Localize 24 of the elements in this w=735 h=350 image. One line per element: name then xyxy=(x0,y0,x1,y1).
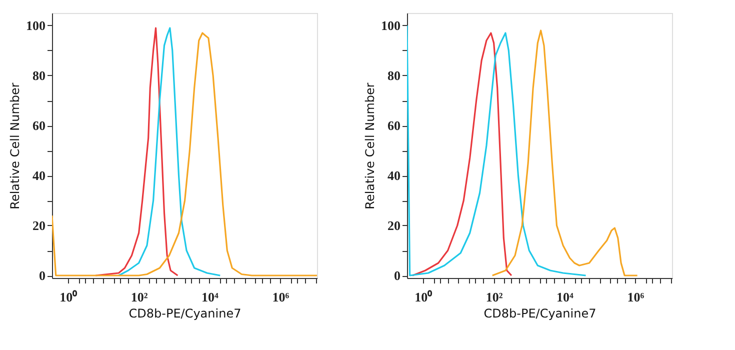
y-tick-label: 20 xyxy=(388,218,400,233)
y-tick-label: 60 xyxy=(32,118,46,133)
y-tick-label: 60 xyxy=(388,118,400,133)
y-tick-label: 40 xyxy=(388,168,400,183)
y-tick-label: 100 xyxy=(26,18,46,33)
y-axis-title: Relative Cell Number xyxy=(363,82,377,210)
x-tick-label: 10² xyxy=(486,290,503,304)
y-axis-title: Relative Cell Number xyxy=(8,82,22,210)
x-tick-label: 10⁶ xyxy=(627,290,644,304)
x-tick-label: 10⁴ xyxy=(202,290,219,304)
y-tick-label: 80 xyxy=(388,68,400,83)
y-tick-label: 80 xyxy=(32,68,46,83)
x-tick-label: 10⁰ xyxy=(60,290,78,304)
x-axis-title: CD8b-PE/Cyanine7 xyxy=(128,306,242,320)
x-tick-label: 10⁰ xyxy=(414,290,433,304)
x-tick-label: 10⁶ xyxy=(272,290,290,304)
x-tick-label: 10⁴ xyxy=(556,290,574,304)
x-axis-title: CD8b-PE/Cyanine7 xyxy=(484,306,596,320)
y-tick-label: 40 xyxy=(32,168,46,183)
y-tick-label: 0 xyxy=(39,268,46,283)
y-tick-label: 20 xyxy=(32,218,46,233)
y-tick-label: 0 xyxy=(394,268,400,283)
y-tick-label: 100 xyxy=(381,18,400,33)
x-tick-label: 10² xyxy=(130,290,148,304)
